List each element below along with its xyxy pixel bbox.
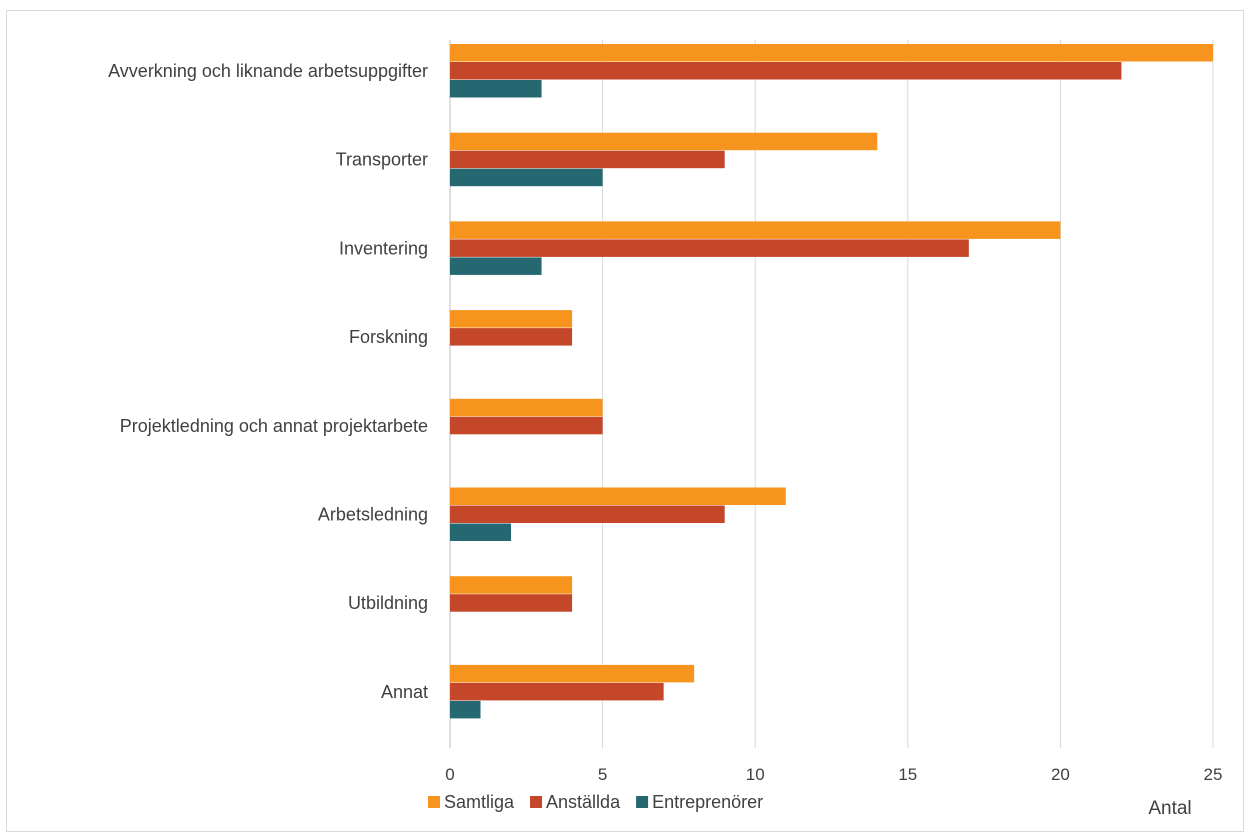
bar-samtliga <box>450 310 573 328</box>
bar-entreprenrer <box>450 700 481 719</box>
legend-label: Anställda <box>546 792 621 812</box>
category-label: Arbetsledning <box>318 505 428 525</box>
x-tick-label: 20 <box>1051 765 1070 784</box>
bar-anstllda <box>450 682 664 701</box>
bar-samtliga <box>450 576 573 594</box>
category-label: Projektledning och annat projektarbete <box>120 416 428 436</box>
category-label: Transporter <box>336 150 428 170</box>
bar-entreprenrer <box>450 523 512 541</box>
x-tick-label: 15 <box>898 765 917 784</box>
category-label: Avverkning och liknande arbetsuppgifter <box>108 61 428 81</box>
bar-anstllda <box>450 594 573 612</box>
x-axis-title: Antal <box>1148 798 1191 819</box>
category-label: Annat <box>381 682 428 702</box>
legend-label: Samtliga <box>444 792 515 812</box>
bar-samtliga <box>450 132 878 151</box>
category-label: Utbildning <box>348 593 428 613</box>
bar-anstllda <box>450 62 1122 80</box>
bar-samtliga <box>450 398 603 417</box>
legend-swatch <box>530 796 543 808</box>
legend-label: Entreprenörer <box>652 792 763 812</box>
x-tick-label: 5 <box>598 765 607 784</box>
x-tick-labels: 0 5 10 15 20 25 <box>445 765 1222 784</box>
bar-samtliga <box>450 221 1061 239</box>
bar-entreprenrer <box>450 168 603 187</box>
bar-entreprenrer <box>450 257 542 275</box>
bars-group <box>450 44 1213 719</box>
x-tick-label: 25 <box>1204 765 1223 784</box>
legend: Samtliga Anställda Entreprenörer <box>428 792 763 812</box>
category-label: Forskning <box>349 327 428 347</box>
legend-swatch <box>636 796 649 808</box>
bar-anstllda <box>450 505 725 523</box>
x-tick-label: 10 <box>746 765 765 784</box>
bar-samtliga <box>450 664 695 683</box>
bar-samtliga <box>450 487 786 505</box>
bar-anstllda <box>450 239 969 257</box>
category-label: Inventering <box>339 238 428 258</box>
bar-anstllda <box>450 150 725 169</box>
x-tick-label: 0 <box>445 765 454 784</box>
bar-samtliga <box>450 44 1213 62</box>
bar-anstllda <box>450 328 573 346</box>
bar-anstllda <box>450 416 603 435</box>
category-labels: Avverkning och liknande arbetsuppgifter T… <box>108 61 428 702</box>
legend-swatch <box>428 796 440 808</box>
bar-entreprenrer <box>450 80 542 98</box>
